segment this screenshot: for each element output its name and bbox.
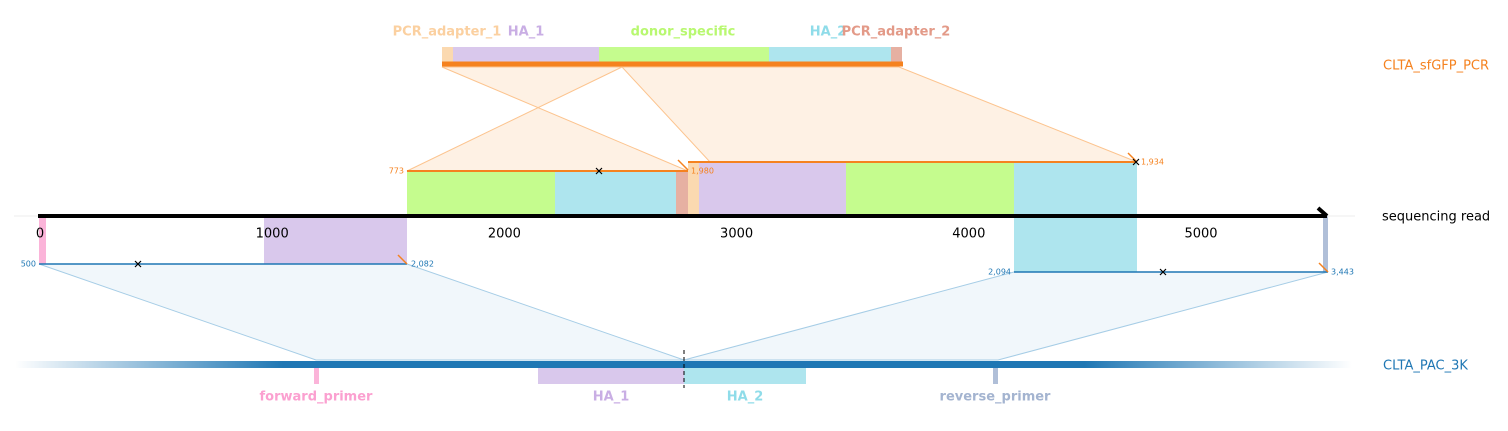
feature-label: forward_primer [260,390,374,405]
donor-label: CLTA_sfGFP_PCR [1383,59,1489,74]
read-features [39,152,1329,276]
alignment-start: 2,094 [988,268,1011,277]
alignment-end: 2,082 [411,260,434,269]
read-label: sequencing read [1382,210,1490,225]
alignment-start: 773 [389,167,404,176]
feature-label: reverse_primer [940,390,1052,405]
feature-label: HA_1 [593,390,630,405]
donor-connections [406,66,1138,172]
feature-label: HA_1 [508,25,545,40]
tick-label: 5000 [1184,227,1217,242]
tick-label: 1000 [256,227,289,242]
tick-label: 3000 [720,227,753,242]
target-sequence [15,350,1352,388]
target-label: CLTA_PAC_3K [1383,359,1468,374]
tick-label: 4000 [952,227,985,242]
tick-label: 0 [36,227,44,242]
tick-label: 2000 [488,227,521,242]
feature-label: PCR_adapter_2 [842,25,951,40]
alignment-start: 500 [21,260,36,269]
alignment-end: 3,443 [1331,268,1354,277]
target-connections [38,263,1329,361]
read-ticks: 0 1000 2000 3000 4000 5000 [36,227,1218,242]
feature-label: HA_2 [727,390,764,405]
feature-label: HA_2 [810,25,847,40]
read-axis [38,206,1329,218]
alignment-end: 1,934 [1141,158,1164,167]
alignment-end: 1,980 [691,167,714,176]
feature-label: PCR_adapter_1 [393,25,502,40]
feature-label: donor_specific [631,25,736,40]
donor-construct [442,47,903,67]
